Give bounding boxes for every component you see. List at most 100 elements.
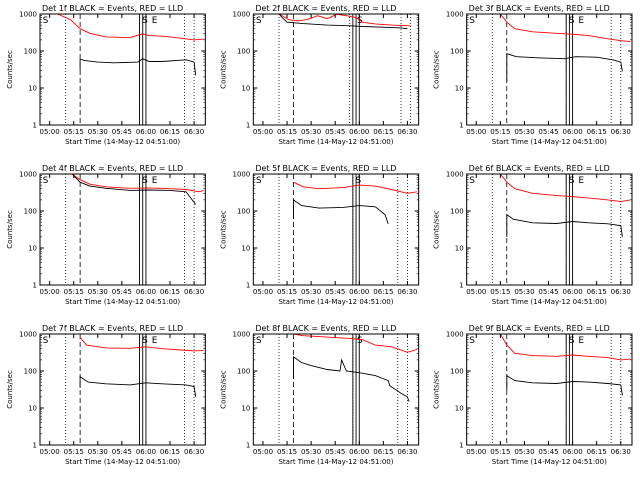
x-tick-label: 05:00 (466, 448, 486, 456)
y-tick-label: 1 (33, 282, 37, 290)
plot-frame (466, 13, 633, 126)
x-tick-label: 06:30 (397, 128, 417, 136)
marker-label: S (469, 176, 475, 186)
series-line-events (506, 213, 623, 237)
x-tick-label: 05:45 (538, 128, 558, 136)
x-tick-label: 05:00 (253, 288, 273, 296)
y-tick-label: 10 (241, 405, 250, 413)
x-tick-label: 05:30 (514, 448, 534, 456)
y-tick-label: 100 (237, 208, 250, 216)
x-tick-label: 05:30 (88, 128, 108, 136)
x-tick-label: 05:30 (301, 448, 321, 456)
y-tick-label: 10 (455, 405, 464, 413)
y-tick-label: 1 (246, 122, 250, 130)
y-tick-label: 1000 (233, 331, 251, 339)
plot-frame (466, 173, 633, 286)
marker-label: E (578, 336, 584, 346)
y-tick-label: 10 (28, 245, 37, 253)
x-tick-label: 05:15 (490, 448, 510, 456)
x-tick-label: 06:30 (611, 448, 631, 456)
x-tick-label: 06:30 (611, 128, 631, 136)
plot-frame (466, 333, 633, 446)
series-line-lld (500, 334, 631, 361)
x-tick-label: 05:00 (253, 448, 273, 456)
x-tick-label: 06:15 (160, 128, 180, 136)
x-tick-label: 05:15 (490, 288, 510, 296)
x-tick-label: 06:00 (563, 448, 583, 456)
y-tick-label: 100 (450, 368, 463, 376)
x-tick-label: 06:15 (587, 128, 607, 136)
x-tick-label: 05:15 (277, 448, 297, 456)
y-tick-label: 10 (28, 85, 37, 93)
series-line-lld (500, 174, 631, 203)
x-tick-label: 05:45 (538, 448, 558, 456)
y-axis-label: Counts/sec (219, 210, 227, 249)
y-tick-label: 10 (28, 405, 37, 413)
x-tick-label: 05:45 (325, 288, 345, 296)
y-tick-label: 100 (24, 368, 37, 376)
x-tick-label: 06:30 (397, 448, 417, 456)
x-tick-label: 06:00 (349, 448, 369, 456)
y-tick-label: 10 (241, 245, 250, 253)
y-tick-label: 100 (237, 48, 250, 56)
y-tick-label: 1 (246, 282, 250, 290)
x-tick-label: 06:00 (563, 288, 583, 296)
y-tick-label: 1000 (446, 331, 464, 339)
y-tick-label: 1 (246, 442, 250, 450)
plot-frame (39, 13, 206, 126)
x-tick-label: 06:00 (136, 288, 156, 296)
series-line-events (293, 356, 410, 402)
x-axis-label: Start Time (14-May-12 04:51:00) (65, 138, 180, 146)
x-tick-label: 05:30 (514, 288, 534, 296)
y-tick-label: 10 (455, 245, 464, 253)
x-tick-label: 06:15 (160, 448, 180, 456)
plot-frame (252, 13, 420, 126)
y-tick-label: 1000 (19, 11, 37, 19)
x-tick-label: 06:15 (373, 288, 393, 296)
x-tick-label: 05:45 (112, 128, 132, 136)
y-tick-label: 1000 (233, 11, 251, 19)
x-tick-label: 06:00 (349, 288, 369, 296)
chart-title: Det 4f BLACK = Events, RED = LLD (42, 164, 183, 173)
chart-title: Det 9f BLACK = Events, RED = LLD (469, 324, 610, 333)
x-tick-label: 06:00 (136, 448, 156, 456)
y-axis-label: Counts/sec (433, 370, 441, 409)
x-tick-label: 05:00 (466, 128, 486, 136)
y-axis-label: Counts/sec (6, 210, 14, 249)
x-tick-label: 05:30 (88, 288, 108, 296)
x-tick-label: 06:15 (587, 288, 607, 296)
marker-label: E (578, 16, 584, 26)
x-axis-label: Start Time (14-May-12 04:51:00) (278, 298, 393, 306)
series-line-lld (293, 334, 418, 353)
series-line-lld (46, 14, 204, 41)
marker-label: S (142, 176, 148, 186)
marker-label: E (152, 16, 158, 26)
chart-title: Det 6f BLACK = Events, RED = LLD (469, 164, 610, 173)
x-tick-label: 05:15 (277, 288, 297, 296)
marker-label: S (569, 336, 575, 346)
x-tick-label: 05:30 (514, 128, 534, 136)
y-axis-label: Counts/sec (433, 210, 441, 249)
y-tick-label: 1 (459, 442, 463, 450)
x-tick-label: 06:30 (184, 448, 204, 456)
x-tick-label: 06:00 (349, 128, 369, 136)
marker-label: S (355, 176, 361, 186)
x-tick-label: 05:15 (64, 288, 84, 296)
marker-label: S (469, 16, 475, 26)
x-tick-label: 05:15 (490, 128, 510, 136)
x-axis-label: Start Time (14-May-12 04:51:00) (492, 138, 607, 146)
marker-label: S (357, 16, 363, 26)
marker-label: E (152, 336, 158, 346)
marker-label: S (256, 16, 262, 26)
